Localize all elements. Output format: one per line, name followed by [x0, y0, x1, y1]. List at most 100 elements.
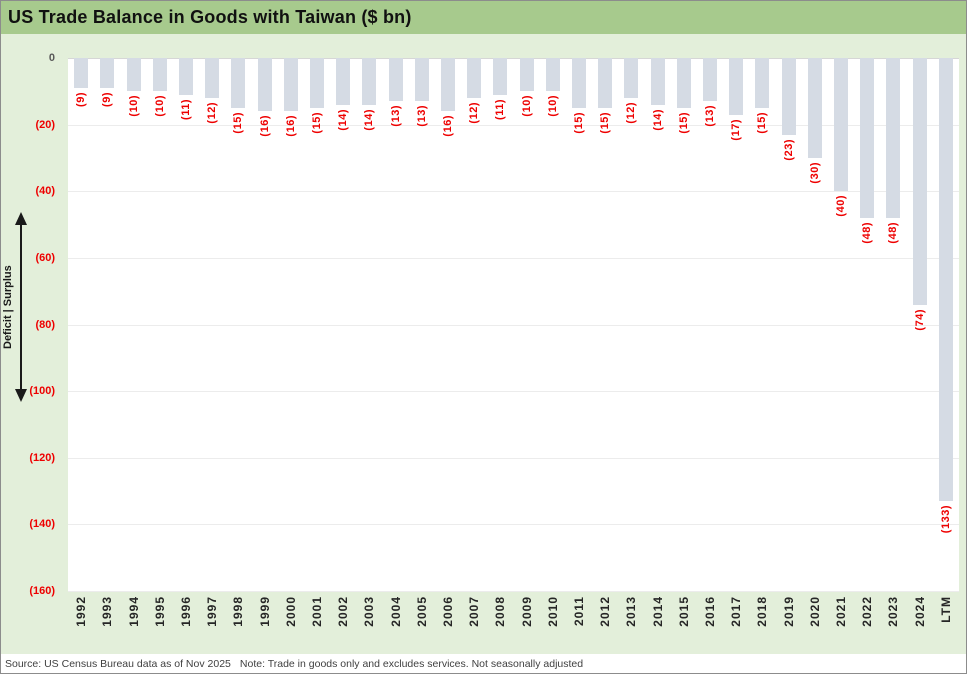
- chart-title: US Trade Balance in Goods with Taiwan ($…: [1, 1, 966, 34]
- bar-1998: [231, 58, 245, 108]
- x-tick-2018: 2018: [755, 596, 769, 627]
- x-tick-1994: 1994: [127, 596, 141, 627]
- x-tick-2007: 2007: [467, 596, 481, 627]
- x-tick-2022: 2022: [860, 596, 874, 627]
- bar-value-label-1999: (16): [259, 115, 271, 137]
- bar-2021: [834, 58, 848, 191]
- y-tick-label: (100): [29, 385, 55, 397]
- x-tick-1999: 1999: [258, 596, 272, 627]
- x-tick-2015: 2015: [677, 596, 691, 627]
- x-tick-2002: 2002: [336, 596, 350, 627]
- bar-value-label-2014: (14): [652, 109, 664, 131]
- gridline: [68, 458, 959, 459]
- bar-value-label-1994: (10): [128, 95, 140, 117]
- y-tick-label: (160): [29, 585, 55, 597]
- bar-value-label-2019: (23): [783, 139, 795, 161]
- bar-2017: [729, 58, 743, 115]
- x-tick-2023: 2023: [886, 596, 900, 627]
- x-tick-1997: 1997: [205, 596, 219, 627]
- bar-2006: [441, 58, 455, 111]
- x-tick-2003: 2003: [362, 596, 376, 627]
- bar-value-label-2021: (40): [835, 195, 847, 217]
- bar-2001: [310, 58, 324, 108]
- x-tick-1993: 1993: [100, 596, 114, 627]
- y-tick-label: (60): [35, 252, 55, 264]
- x-tick-2010: 2010: [546, 596, 560, 627]
- x-tick-2001: 2001: [310, 596, 324, 627]
- source-text: Source: US Census Bureau data as of Nov …: [5, 658, 231, 670]
- x-tick-2012: 2012: [598, 596, 612, 627]
- gridline: [68, 191, 959, 192]
- y-tick-label: 0: [48, 52, 55, 64]
- bar-1997: [205, 58, 219, 98]
- bar-2010: [546, 58, 560, 91]
- bar-1999: [258, 58, 272, 111]
- bar-value-label-1995: (10): [154, 95, 166, 117]
- bar-value-label-2016: (13): [704, 105, 716, 127]
- y-tick-label: (120): [29, 452, 55, 464]
- bar-2011: [572, 58, 586, 108]
- bar-value-label-2017: (17): [730, 119, 742, 141]
- bar-2007: [467, 58, 481, 98]
- bar-value-label-2005: (13): [416, 105, 428, 127]
- bar-2019: [782, 58, 796, 135]
- x-tick-2006: 2006: [441, 596, 455, 627]
- bar-value-label-1998: (15): [232, 112, 244, 134]
- bar-value-label-2011: (15): [573, 112, 585, 134]
- bar-2023: [886, 58, 900, 218]
- bar-value-label-1992: (9): [75, 92, 87, 107]
- gridline: [68, 125, 959, 126]
- bar-2008: [493, 58, 507, 95]
- x-tick-2005: 2005: [415, 596, 429, 627]
- bar-2020: [808, 58, 822, 158]
- bar-1992: [74, 58, 88, 88]
- y-tick-label: (40): [35, 185, 55, 197]
- bar-value-label-2001: (15): [311, 112, 323, 134]
- gridline: [68, 591, 959, 592]
- surplus-deficit-arrow-icon: [15, 212, 27, 402]
- bar-2009: [520, 58, 534, 91]
- surplus-deficit-label: Deficit | Surplus: [2, 265, 14, 349]
- bar-2003: [362, 58, 376, 105]
- x-tick-2008: 2008: [493, 596, 507, 627]
- bar-2022: [860, 58, 874, 218]
- y-tick-label: (140): [29, 518, 55, 530]
- bar-value-label-2009: (10): [521, 95, 533, 117]
- x-tick-1998: 1998: [231, 596, 245, 627]
- bar-2014: [651, 58, 665, 105]
- plot-area: (9) (9) (10) (10) (11) (12) (15) (16) (16) (15) (1…: [68, 58, 959, 592]
- bar-value-label-2024: (74): [914, 309, 926, 331]
- gridline: [68, 325, 959, 326]
- x-tick-2021: 2021: [834, 596, 848, 627]
- bar-value-label-2007: (12): [468, 102, 480, 124]
- bar-value-label-2012: (15): [599, 112, 611, 134]
- x-tick-2013: 2013: [624, 596, 638, 627]
- bar-2015: [677, 58, 691, 108]
- bar-value-label-2000: (16): [285, 115, 297, 137]
- bar-value-label-2008: (11): [494, 99, 506, 120]
- note-text: Note: Trade in goods only and excludes s…: [239, 658, 584, 670]
- bar-value-label-2004: (13): [390, 105, 402, 127]
- x-tick-2009: 2009: [520, 596, 534, 627]
- x-tick-LTM: LTM: [939, 596, 953, 623]
- x-tick-2004: 2004: [389, 596, 403, 627]
- gridline: [68, 58, 959, 59]
- bar-value-label-2003: (14): [363, 109, 375, 131]
- bar-2013: [624, 58, 638, 98]
- x-tick-1996: 1996: [179, 596, 193, 627]
- bar-2004: [389, 58, 403, 101]
- gridline: [68, 258, 959, 259]
- bar-value-label-1993: (9): [101, 92, 113, 107]
- bar-2012: [598, 58, 612, 108]
- gridline: [68, 391, 959, 392]
- bar-value-label-2010: (10): [547, 95, 559, 117]
- bar-2005: [415, 58, 429, 101]
- x-tick-2011: 2011: [572, 596, 586, 627]
- x-tick-2000: 2000: [284, 596, 298, 627]
- bar-value-label-2002: (14): [337, 109, 349, 131]
- bar-value-label-1996: (11): [180, 99, 192, 120]
- x-tick-1992: 1992: [74, 596, 88, 627]
- bar-2000: [284, 58, 298, 111]
- bar-value-label-2020: (30): [809, 162, 821, 184]
